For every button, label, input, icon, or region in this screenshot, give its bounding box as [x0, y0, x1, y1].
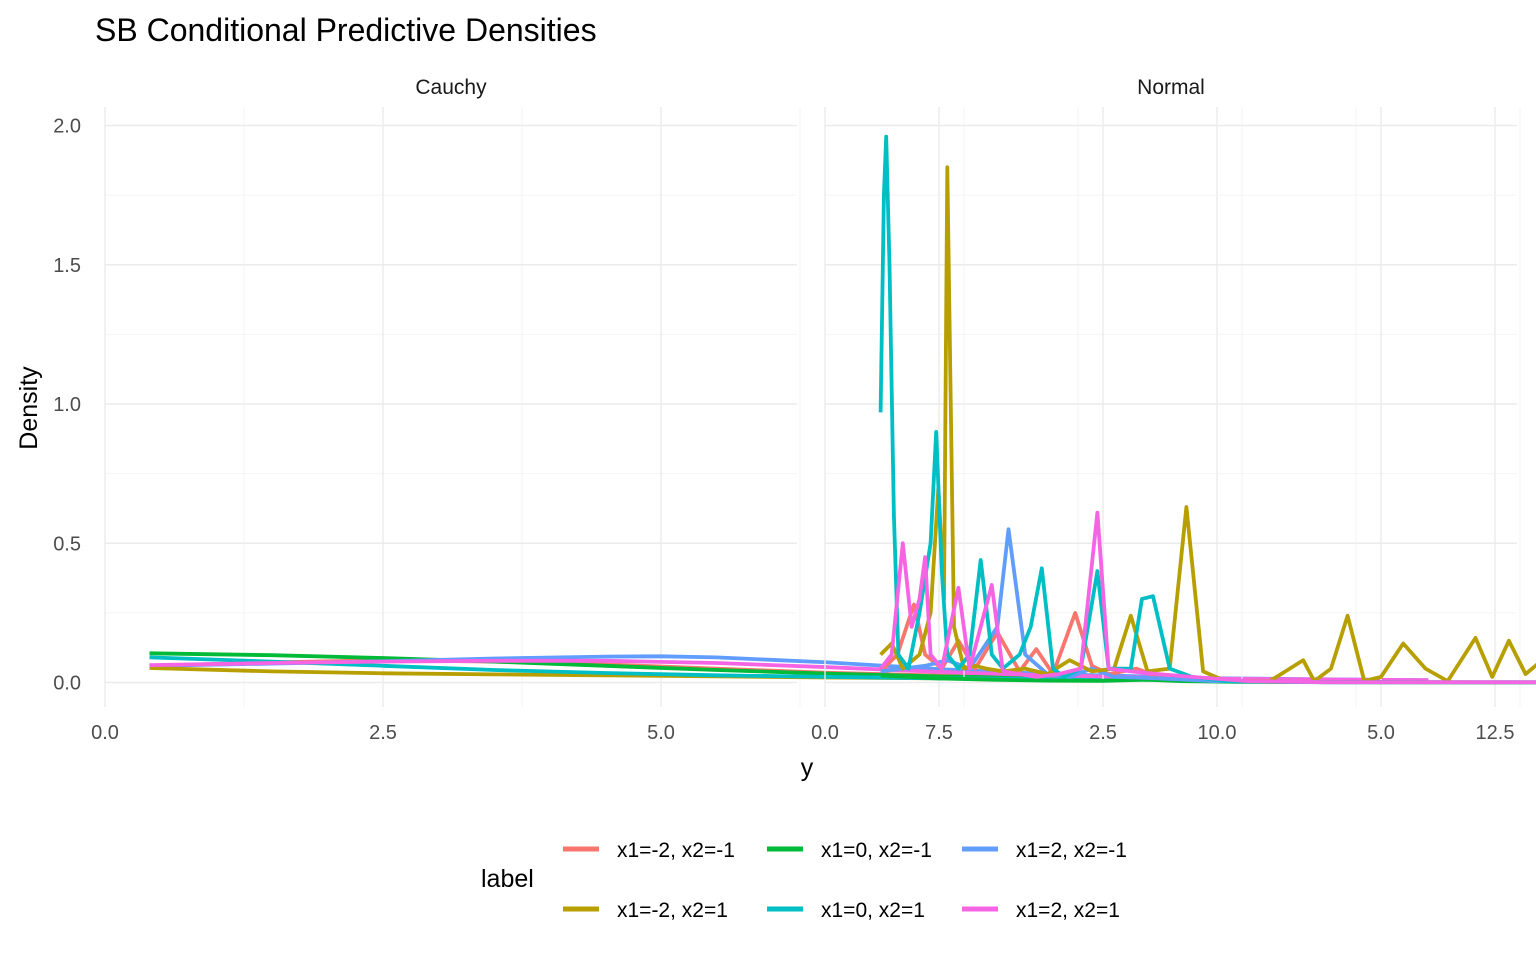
y-tick-label: 0.0: [53, 673, 81, 695]
x-tick-label: 5.0: [1367, 722, 1395, 744]
x-axis-title: y: [801, 754, 814, 782]
legend-label: x1=2, x2=1: [1016, 899, 1120, 922]
legend-label: x1=0, x2=1: [821, 899, 925, 922]
series-line: [149, 658, 1429, 683]
x-tick-label: 2.5: [1089, 722, 1117, 744]
legend-label: x1=2, x2=-1: [1016, 839, 1127, 862]
facet-label: Normal: [1137, 76, 1205, 99]
series-line: [879, 510, 1536, 685]
legend-label: x1=0, x2=-1: [821, 839, 932, 862]
legend-item: x1=-2, x2=-1: [563, 839, 735, 862]
y-tick-label: 1.5: [53, 255, 81, 277]
legend: label x1=-2, x2=-1 x1=0, x2=-1 x1=2, x2=-1…: [481, 839, 1127, 922]
legend-item: x1=-2, x2=1: [563, 899, 728, 922]
y-tick-label: 1.0: [53, 394, 81, 416]
legend-item: x1=2, x2=-1: [962, 839, 1127, 862]
panel-cauchy: Cauchy 0.0 2.5 5.0 7.5 10.0 12.5 0.0 0.5 1.0 1.5 2.…: [53, 76, 1514, 744]
x-tick-label: 5.0: [647, 722, 675, 744]
legend-item: x1=0, x2=1: [767, 899, 925, 922]
facet-panels: Cauchy 0.0 2.5 5.0 7.5 10.0 12.5 0.0 0.5 1.0 1.5 2.…: [53, 76, 1536, 744]
legend-item: x1=2, x2=1: [962, 899, 1120, 922]
legend-label: x1=-2, x2=1: [617, 899, 728, 922]
series-line: [879, 165, 1536, 683]
x-tick-label: 2.5: [369, 722, 397, 744]
legend-item: x1=0, x2=-1: [767, 839, 932, 862]
y-tick-label: 2.0: [53, 116, 81, 138]
y-tick-label: 0.5: [53, 533, 81, 555]
x-tick-label: 12.5: [1476, 722, 1515, 744]
x-tick-label: 0.0: [811, 722, 839, 744]
chart-title: SB Conditional Predictive Densities: [95, 12, 597, 48]
legend-label: x1=-2, x2=-1: [617, 839, 735, 862]
legend-title: label: [481, 865, 534, 893]
x-tick-label: 10.0: [1198, 722, 1237, 744]
x-tick-label: 7.5: [925, 722, 953, 744]
y-axis-title: Density: [15, 366, 43, 450]
series-line: [878, 134, 1536, 685]
panel-normal: Normal 0.0 2.5 5.0 7.5 10.0 12.5: [811, 76, 1536, 744]
x-tick-label: 0.0: [91, 722, 119, 744]
facet-label: Cauchy: [415, 76, 487, 99]
